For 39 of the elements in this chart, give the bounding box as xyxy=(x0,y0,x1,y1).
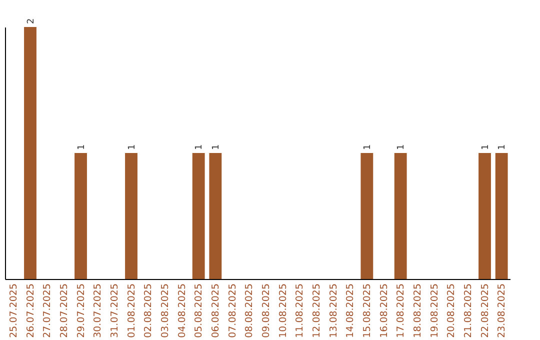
data-label: 1 xyxy=(396,144,407,150)
x-tick-label: 17.08.2025 xyxy=(396,284,407,338)
x-tick-label: 28.07.2025 xyxy=(58,284,70,338)
data-label: 1 xyxy=(194,144,205,150)
x-tick-label: 02.08.2025 xyxy=(143,284,154,338)
x-tick-label: 05.08.2025 xyxy=(194,284,205,338)
data-label: 1 xyxy=(498,144,508,150)
x-tick-label: 14.08.2025 xyxy=(345,284,356,338)
x-tick-label: 31.07.2025 xyxy=(109,284,120,338)
x-tick-label: 18.08.2025 xyxy=(412,284,424,338)
x-tick-label: 07.08.2025 xyxy=(227,284,238,338)
x-tick-label: 23.08.2025 xyxy=(496,284,508,338)
x-tick-label: 26.07.2025 xyxy=(25,284,36,338)
x-tick-label: 21.08.2025 xyxy=(462,284,474,338)
x-tick-label: 27.07.2025 xyxy=(42,284,54,338)
x-tick-label: 22.08.2025 xyxy=(480,284,491,338)
data-label: 1 xyxy=(362,144,373,150)
x-tick-label: 13.08.2025 xyxy=(328,284,340,338)
x-tick-label: 19.08.2025 xyxy=(429,284,440,338)
data-label: 1 xyxy=(76,144,87,150)
x-tick-label: 08.08.2025 xyxy=(244,284,256,338)
x-tick-label: 20.08.2025 xyxy=(446,284,458,338)
x-tick-label: 09.08.2025 xyxy=(260,284,272,338)
x-tick-label: 11.08.2025 xyxy=(294,284,306,338)
x-tick-label: 15.08.2025 xyxy=(362,284,373,338)
x-tick-label: 29.07.2025 xyxy=(76,284,87,338)
x-tick-label: 10.08.2025 xyxy=(278,284,289,338)
data-label: 1 xyxy=(211,144,222,150)
x-tick-label: 12.08.2025 xyxy=(311,284,322,338)
data-label: 2 xyxy=(26,18,36,24)
x-tick-label: 01.08.2025 xyxy=(126,284,138,338)
data-label: 1 xyxy=(480,144,491,150)
x-tick-label: 04.08.2025 xyxy=(176,284,188,338)
x-tick-label: 06.08.2025 xyxy=(210,284,222,338)
x-tick-label: 25.07.2025 xyxy=(8,284,20,338)
x-tick-label: 30.07.2025 xyxy=(92,284,104,338)
data-label: 1 xyxy=(127,144,138,150)
x-tick-label: 16.08.2025 xyxy=(378,284,390,338)
x-tick-label: 03.08.2025 xyxy=(160,284,171,338)
